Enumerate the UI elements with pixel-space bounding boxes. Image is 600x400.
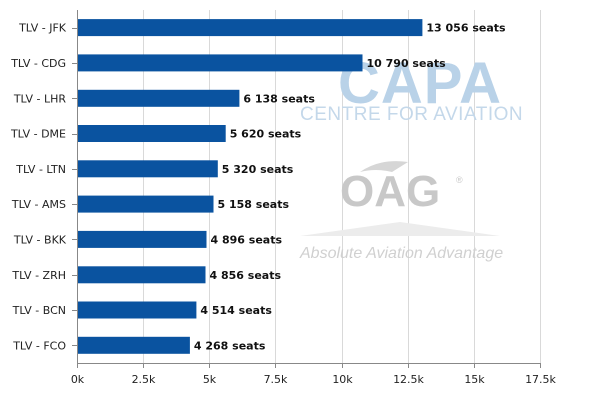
bar-data-label: 6 138 seats [243, 92, 315, 105]
category-label: TLV - BCN [12, 304, 66, 317]
capa-logo-text: CAPA [338, 51, 502, 116]
bar-data-label: 4 514 seats [200, 304, 272, 317]
bar-data-label: 4 268 seats [194, 339, 266, 352]
bars: 13 056 seats 10 790 seats 6 138 seats 5 620… [78, 19, 506, 354]
bar [78, 301, 197, 319]
bar [78, 19, 423, 37]
bar [78, 54, 363, 72]
x-tick-label: 0k [71, 373, 85, 386]
x-tick-label: 10k [332, 373, 353, 386]
bar [78, 336, 190, 354]
category-label: TLV - ZRH [11, 269, 66, 282]
x-tick-label: 17.5k [525, 373, 556, 386]
bar-data-label: 5 620 seats [230, 128, 302, 141]
bar [78, 230, 207, 248]
category-label: TLV - CDG [10, 57, 66, 70]
oag-tagline-text: Absolute Aviation Advantage [299, 245, 503, 262]
capa-subtitle-text: CENTRE FOR AVIATION [300, 104, 523, 125]
bar-data-label: 13 056 seats [426, 22, 506, 35]
axes: 0k 2.5k 5k 7.5k 10k 12.5k 15k 17.5k TLV - JFK TLV… [10, 10, 557, 386]
oag-logo-text: OAG [340, 167, 440, 216]
category-label: TLV - FCO [12, 339, 66, 352]
oag-swoosh-icon [360, 161, 408, 172]
category-label: TLV - AMS [11, 198, 66, 211]
category-label: TLV - JFK [18, 22, 67, 35]
x-tick-label: 7.5k [264, 373, 288, 386]
bar-data-label: 5 158 seats [218, 198, 290, 211]
x-tick-label: 5k [203, 373, 217, 386]
x-tick-label: 2.5k [132, 373, 156, 386]
bar [78, 125, 226, 142]
category-label: TLV - LTN [15, 163, 66, 176]
category-label: TLV - BKK [13, 233, 67, 246]
bar-data-label: 10 790 seats [367, 57, 447, 70]
oag-registered-mark: ® [456, 175, 463, 185]
bar-data-label: 5 320 seats [222, 163, 294, 176]
oag-watermark: OAG ® Absolute Aviation Advantage [299, 161, 503, 262]
bar [78, 195, 214, 213]
x-tick-label: 15k [464, 373, 485, 386]
bar-data-label: 4 856 seats [210, 269, 282, 282]
oag-divider-shape [300, 222, 500, 236]
bar [78, 89, 240, 107]
bar [78, 266, 206, 284]
bar [78, 160, 218, 178]
category-label: TLV - DME [10, 128, 66, 141]
capa-watermark: CAPA CENTRE FOR AVIATION [300, 51, 523, 125]
category-label: TLV - LHR [13, 92, 67, 105]
x-tick-label: 12.5k [393, 373, 424, 386]
bar-data-label: 4 896 seats [211, 233, 283, 246]
